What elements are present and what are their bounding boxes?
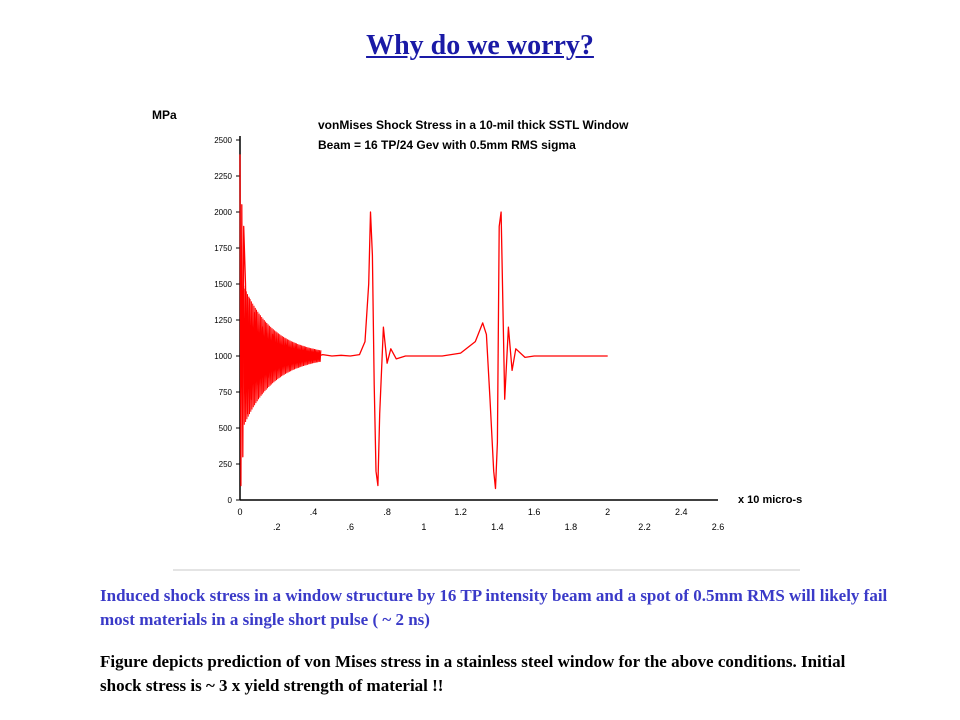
y-tick-label: 2000	[214, 208, 232, 217]
x-tick-label-lower: .2	[273, 522, 281, 532]
x-tick-label-upper: 2.4	[675, 507, 688, 517]
y-tick-label: 2250	[214, 172, 232, 181]
y-tick-label: 1500	[214, 280, 232, 289]
y-tick-label: 1250	[214, 316, 232, 325]
x-tick-label-lower: 2.2	[638, 522, 651, 532]
y-tick-label: 0	[228, 496, 233, 505]
x-tick-label-lower: 1.8	[565, 522, 578, 532]
y-tick-label: 750	[219, 388, 233, 397]
x-tick-label-upper: 2	[605, 507, 610, 517]
y-tick-label: 2500	[214, 136, 232, 145]
x-tick-label-lower: 1	[421, 522, 426, 532]
slide-title: Why do we worry?	[366, 30, 594, 61]
caption-primary: Induced shock stress in a window structu…	[100, 586, 888, 629]
y-axis-label: MPa	[152, 108, 177, 122]
y-tick-label: 500	[219, 424, 233, 433]
x-tick-label-lower: 1.4	[491, 522, 504, 532]
x-tick-label-upper: 1.6	[528, 507, 541, 517]
x-tick-label-upper: 1.2	[454, 507, 467, 517]
y-tick-label: 1750	[214, 244, 232, 253]
stress-series-line	[239, 154, 608, 490]
chart-title-line: Beam = 16 TP/24 Gev with 0.5mm RMS sigma	[318, 138, 576, 152]
x-tick-label-upper: 0	[237, 507, 242, 517]
x-tick-label-upper: .8	[383, 507, 391, 517]
x-tick-label-lower: 2.6	[712, 522, 725, 532]
chart-title-line: vonMises Shock Stress in a 10-mil thick …	[318, 118, 629, 132]
y-tick-label: 1000	[214, 352, 232, 361]
y-tick-label: 250	[219, 460, 233, 469]
x-axis-label: x 10 micro-s	[738, 494, 802, 506]
stress-chart: vonMises Shock Stress in a 10-mil thick …	[152, 108, 802, 571]
caption-secondary: Figure depicts prediction of von Mises s…	[100, 652, 846, 695]
x-tick-label-upper: .4	[310, 507, 318, 517]
x-tick-label-lower: .6	[347, 522, 355, 532]
stress-ringing-band	[243, 285, 322, 425]
